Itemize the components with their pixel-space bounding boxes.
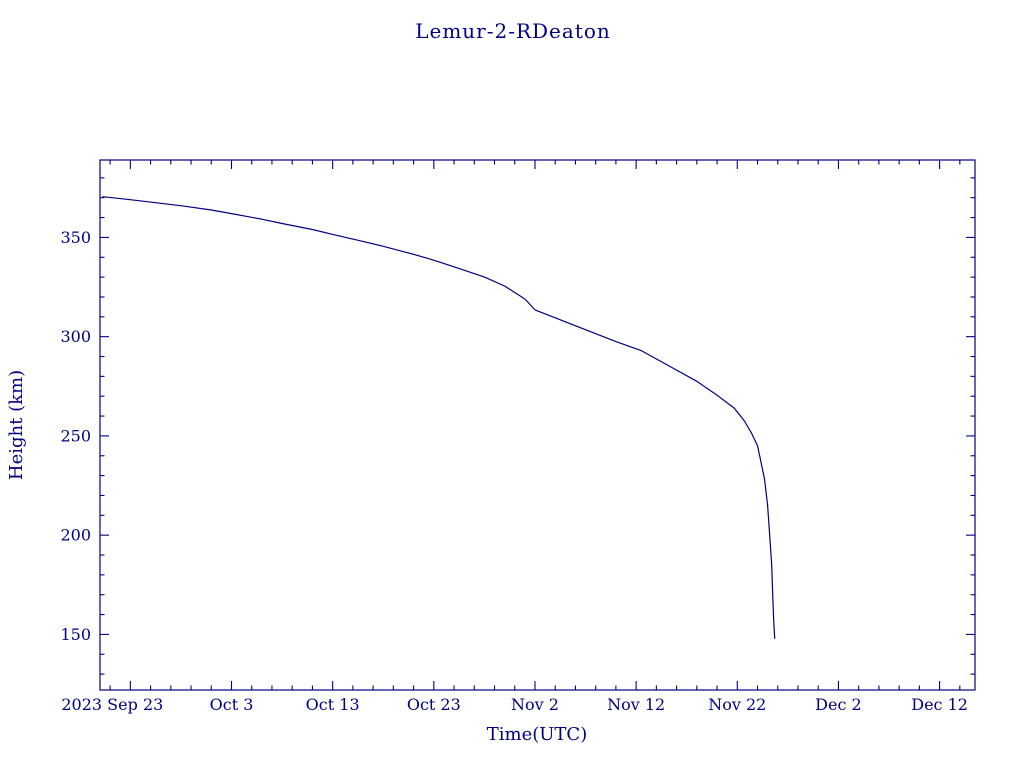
y-tick-label: 200 <box>60 526 91 545</box>
x-tick-label: Nov 12 <box>607 695 665 714</box>
axis-ticks <box>100 160 975 690</box>
plot-frame <box>99 159 976 691</box>
x-tick-label: Oct 3 <box>210 695 254 714</box>
x-tick-label: Dec 2 <box>815 695 862 714</box>
chart-title: Lemur-2-RDeaton <box>415 19 611 43</box>
y-tick-label: 250 <box>60 426 91 445</box>
x-tick-label: Dec 12 <box>911 695 968 714</box>
x-tick-label: 2023 Sep 23 <box>61 695 163 714</box>
x-axis-label: Time(UTC) <box>487 724 587 745</box>
y-axis-label: Height (km) <box>6 370 27 480</box>
y-tick-label: 150 <box>60 625 91 644</box>
y-tick-label: 350 <box>60 228 91 247</box>
x-tick-label: Nov 2 <box>511 695 559 714</box>
x-tick-label: Oct 13 <box>306 695 360 714</box>
tick-labels: 2023 Sep 23 Oct 3 Oct 13 Oct 23 Nov 2 Nov 12 N… <box>60 228 967 714</box>
decay-curve <box>102 196 776 640</box>
y-tick-label: 300 <box>60 327 91 346</box>
x-tick-label: Oct 23 <box>407 695 461 714</box>
x-tick-label: Nov 22 <box>708 695 766 714</box>
curve-orbital-height <box>102 196 776 640</box>
plot-frame-border <box>99 159 976 691</box>
